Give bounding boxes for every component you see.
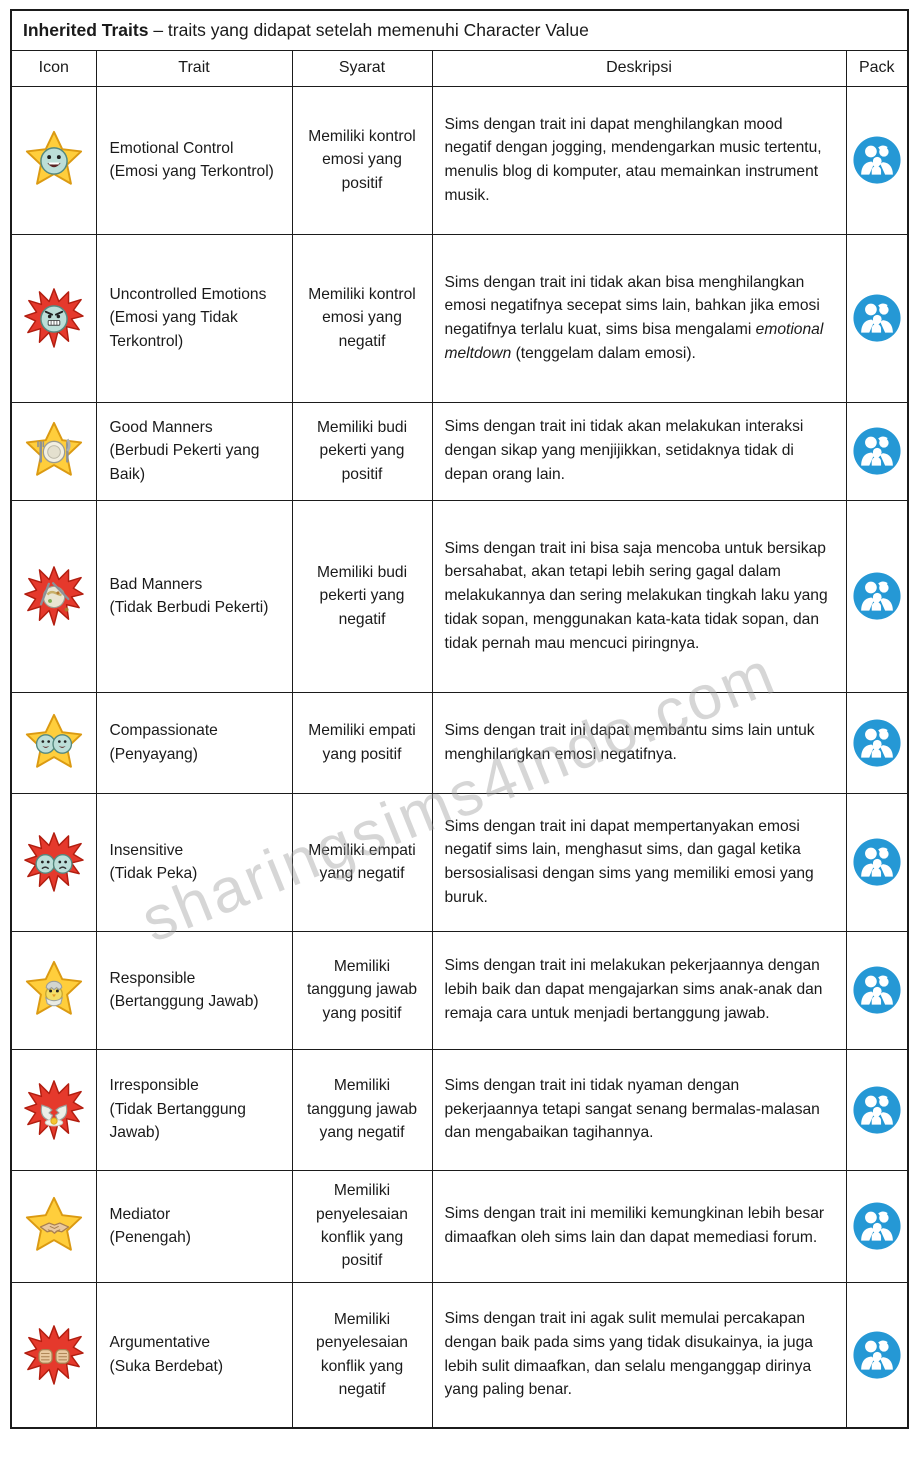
bad-manners-icon xyxy=(16,565,92,627)
column-header-deskripsi: Deskripsi xyxy=(431,49,847,87)
trait-name-en: Uncontrolled Emotions xyxy=(109,285,267,303)
parenthood-pack-icon xyxy=(851,1329,904,1381)
trait-name-en: Compassionate xyxy=(109,722,218,740)
trait-description: Sims dengan trait ini melakukan pekerjaa… xyxy=(444,957,823,1022)
trait-name-en: Bad Manners xyxy=(109,575,203,593)
parenthood-pack-icon xyxy=(851,292,904,344)
trait-row: Uncontrolled Emotions (Emosi yang Tidak … xyxy=(10,233,909,403)
title-row: Inherited Traits – traits yang didapat s… xyxy=(10,9,909,51)
parenthood-pack-icon xyxy=(851,836,904,888)
trait-requirement: Memiliki penyelesaian konflik yang posit… xyxy=(316,1182,408,1270)
trait-name-en: Argumentative xyxy=(109,1334,211,1352)
trait-name-id: (Penyayang) xyxy=(109,745,198,763)
trait-row: Insensitive (Tidak Peka) Memiliki empati… xyxy=(10,792,909,932)
responsible-icon xyxy=(16,959,92,1021)
trait-name-id: (Emosi yang Terkontrol) xyxy=(109,163,274,180)
irresponsible-icon xyxy=(16,1079,92,1141)
parenthood-pack-icon xyxy=(851,717,904,769)
trait-name-id: (Tidak Peka) xyxy=(109,865,198,882)
trait-description: Sims dengan trait ini tidak akan bisa me… xyxy=(444,273,824,362)
parenthood-pack-icon xyxy=(851,570,904,622)
trait-description: Sims dengan trait ini dapat mempertanyak… xyxy=(444,817,814,906)
trait-name-en: Insensitive xyxy=(109,841,184,859)
parenthood-pack-icon xyxy=(851,425,904,477)
page-title: Inherited Traits xyxy=(23,19,149,40)
compassionate-icon xyxy=(16,712,92,774)
trait-name-en: Emotional Control xyxy=(109,139,234,157)
trait-requirement: Memiliki empati yang negatif xyxy=(308,841,416,882)
trait-name-en: Mediator xyxy=(109,1205,171,1223)
trait-name-id: (Suka Berdebat) xyxy=(109,1357,224,1375)
trait-name-id: (Bertanggung Jawab) xyxy=(109,993,259,1010)
trait-description: Sims dengan trait ini tidak nyaman denga… xyxy=(444,1076,820,1142)
trait-description: Sims dengan trait ini dapat menghilangka… xyxy=(444,115,822,204)
trait-requirement: Memiliki kontrol emosi yang positif xyxy=(308,127,416,192)
trait-description: Sims dengan trait ini tidak akan melakuk… xyxy=(444,418,804,483)
trait-requirement: Memiliki kontrol emosi yang negatif xyxy=(308,285,416,350)
trait-row: Good Manners (Berbudi Pekerti yang Baik)… xyxy=(10,401,909,501)
trait-row: Bad Manners (Tidak Berbudi Pekerti) Memi… xyxy=(10,499,909,693)
column-header-pack: Pack xyxy=(845,49,909,87)
emotional-control-icon xyxy=(16,129,92,191)
page-subtitle: – traits yang didapat setelah memenuhi C… xyxy=(148,19,589,40)
parenthood-pack-icon xyxy=(851,1084,904,1136)
good-manners-icon xyxy=(16,420,92,482)
trait-requirement: Memiliki tanggung jawab yang negatif xyxy=(306,1077,418,1142)
parenthood-pack-icon xyxy=(851,1200,904,1252)
trait-name-en: Irresponsible xyxy=(109,1077,199,1095)
trait-description: Sims dengan trait ini bisa saja mencoba … xyxy=(444,539,828,652)
column-header-icon: Icon xyxy=(10,49,97,87)
trait-row: Mediator (Penengah) Memiliki penyelesaia… xyxy=(10,1169,909,1283)
trait-name-en: Responsible xyxy=(109,969,196,987)
trait-name-id: (Tidak Berbudi Pekerti) xyxy=(109,599,269,616)
trait-name-id: (Tidak Bertanggung Jawab) xyxy=(109,1100,246,1142)
parenthood-pack-icon xyxy=(851,134,904,186)
trait-row: Responsible (Bertanggung Jawab) Memiliki… xyxy=(10,930,909,1050)
trait-requirement: Memiliki budi pekerti yang positif xyxy=(316,418,408,483)
trait-row: Emotional Control (Emosi yang Terkontrol… xyxy=(10,85,909,235)
column-header-trait: Trait xyxy=(95,49,293,87)
trait-name-id: (Penengah) xyxy=(109,1229,192,1246)
mediator-icon xyxy=(16,1195,92,1257)
trait-row: Argumentative (Suka Berdebat) Memiliki p… xyxy=(10,1281,909,1429)
trait-name-en: Good Manners xyxy=(109,418,213,436)
parenthood-pack-icon xyxy=(851,964,904,1016)
trait-requirement: Memiliki budi pekerti yang negatif xyxy=(316,563,408,628)
trait-requirement: Memiliki empati yang positif xyxy=(308,722,416,763)
header-row: Icon Trait Syarat Deskripsi Pack xyxy=(10,49,909,87)
trait-description: Sims dengan trait ini agak sulit memulai… xyxy=(444,1310,813,1399)
inherited-traits-table: Inherited Traits – traits yang didapat s… xyxy=(10,9,910,1429)
column-header-syarat: Syarat xyxy=(291,49,433,87)
trait-description: Sims dengan trait ini dapat membantu sim… xyxy=(444,721,815,763)
trait-description: Sims dengan trait ini memiliki kemungkin… xyxy=(444,1205,825,1246)
trait-requirement: Memiliki penyelesaian konflik yang negat… xyxy=(316,1310,408,1399)
trait-name-id: (Emosi yang Tidak Terkontrol) xyxy=(109,309,238,350)
uncontrolled-emotions-icon xyxy=(16,287,92,349)
argumentative-icon xyxy=(16,1324,92,1386)
trait-name-id: (Berbudi Pekerti yang Baik) xyxy=(109,442,260,483)
inherited-traits-table-page: sharingsims4indo.com Inherited Traits – … xyxy=(10,9,910,1429)
trait-requirement: Memiliki tanggung jawab yang positif xyxy=(306,957,418,1022)
trait-row: Irresponsible (Tidak Bertanggung Jawab) … xyxy=(10,1048,909,1171)
trait-row: Compassionate (Penyayang) Memiliki empat… xyxy=(10,691,909,794)
insensitive-icon xyxy=(16,831,92,893)
